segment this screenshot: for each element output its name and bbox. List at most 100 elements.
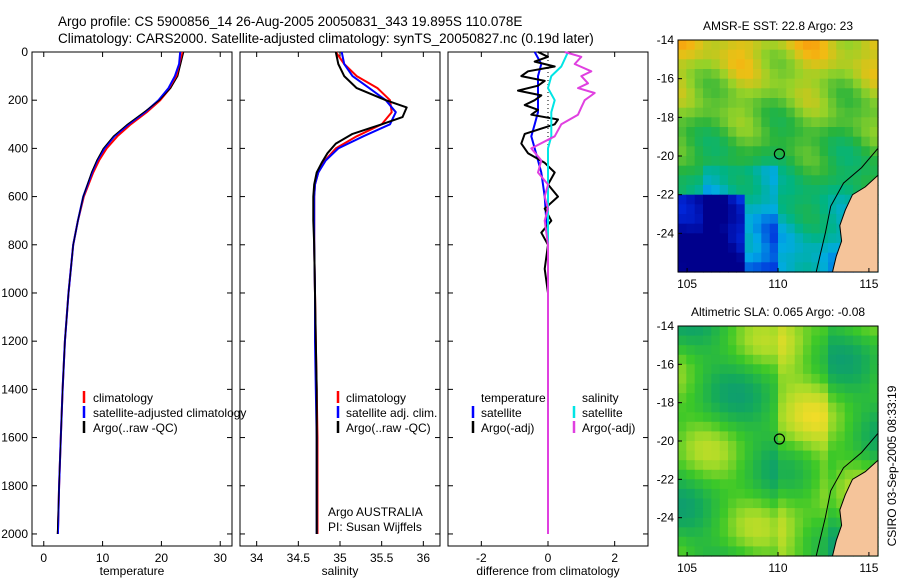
map-cell (728, 354, 737, 365)
map-cell (686, 527, 696, 538)
map-cell (811, 40, 821, 51)
map-cell (828, 431, 837, 442)
map-cell (853, 335, 862, 346)
map-cell (678, 412, 687, 423)
map-cell (769, 175, 779, 186)
map-cell (811, 88, 821, 99)
shelf-contour (815, 432, 879, 557)
x-tick-label: 110 (768, 561, 787, 575)
map-cell (719, 479, 729, 490)
map-cell (786, 78, 796, 89)
map-cell (736, 354, 746, 365)
map-cell (711, 488, 721, 500)
map-cell (778, 536, 787, 547)
map-cell (686, 364, 696, 375)
map-cell (761, 326, 771, 337)
map-cell (778, 243, 787, 254)
map-cell (761, 450, 771, 461)
y-tick-label: 800 (8, 238, 28, 252)
map-cell (778, 214, 787, 225)
map-cell (836, 117, 846, 128)
map-cell (828, 345, 837, 356)
map-cell (686, 488, 696, 500)
y-tick-label: -16 (657, 72, 675, 86)
map-cell (686, 69, 696, 80)
map-cell (736, 185, 746, 196)
map-cell (803, 185, 812, 196)
map-cell (819, 117, 829, 128)
map-cell (694, 69, 704, 80)
map-cell (828, 421, 837, 432)
map-cell (794, 78, 804, 89)
map-cell (761, 383, 771, 394)
map-cell (736, 146, 746, 157)
map-cell (686, 127, 696, 138)
map-cell (678, 117, 687, 128)
map-cell (711, 262, 721, 273)
map-cell (769, 146, 779, 157)
map-cell (694, 165, 704, 176)
map-cell (828, 498, 837, 509)
legend-label-temp-satellite: satellite (481, 406, 522, 420)
map-cell (694, 354, 704, 365)
map-cell (711, 354, 721, 365)
map-cell (769, 373, 779, 385)
map-cell (736, 498, 746, 509)
map-cell (828, 165, 837, 176)
map-cell (844, 78, 854, 89)
map-cell (869, 326, 879, 337)
map-cell (761, 498, 771, 509)
map-cell (744, 412, 754, 423)
map-cell (736, 431, 746, 442)
map-cell (744, 49, 754, 60)
map-cell (736, 175, 746, 186)
map-cell (769, 194, 779, 205)
map-cell (678, 517, 687, 528)
map-cell (853, 393, 862, 404)
map-cell (794, 469, 804, 480)
x-tick-label: 34 (250, 551, 264, 565)
series-line-salinity-satellite (547, 51, 569, 534)
map-cell (819, 536, 829, 547)
y-tick-label: 600 (8, 190, 28, 204)
map-cell (719, 194, 729, 205)
map-cell (736, 450, 746, 461)
map-cell (703, 479, 712, 490)
map-cell (761, 40, 771, 51)
map-cell (794, 204, 804, 215)
map-cell (794, 498, 804, 509)
map-cell (678, 393, 687, 404)
map-cell (778, 88, 787, 99)
map-cell (719, 498, 729, 509)
map-cell (844, 479, 854, 490)
map-cell (711, 364, 721, 375)
map-cell (828, 252, 837, 263)
map-cell (686, 59, 696, 70)
map-cell (844, 107, 854, 118)
map-cell (828, 364, 837, 375)
map-cell (836, 393, 846, 404)
map-cell (753, 98, 762, 109)
map-cell (744, 107, 754, 118)
map-cell (836, 364, 846, 375)
shelf-contour (815, 147, 879, 273)
map-cell (778, 204, 787, 215)
map-cell (869, 49, 879, 60)
map-cell (694, 78, 704, 89)
map-cell (811, 194, 821, 205)
map-cell (703, 460, 712, 471)
map-cell (861, 175, 871, 186)
map-cell (736, 223, 746, 234)
map-cell (786, 536, 796, 547)
map-cell (811, 136, 821, 147)
map-cell (803, 127, 812, 138)
map-cell (869, 421, 879, 432)
map-cell (736, 165, 746, 176)
map-cell (686, 402, 696, 413)
map-cell (744, 98, 754, 109)
map-cell (711, 98, 721, 109)
map-cell (836, 488, 846, 500)
map-cell (828, 546, 837, 557)
map-cell (803, 252, 812, 263)
map-cell (711, 536, 721, 547)
